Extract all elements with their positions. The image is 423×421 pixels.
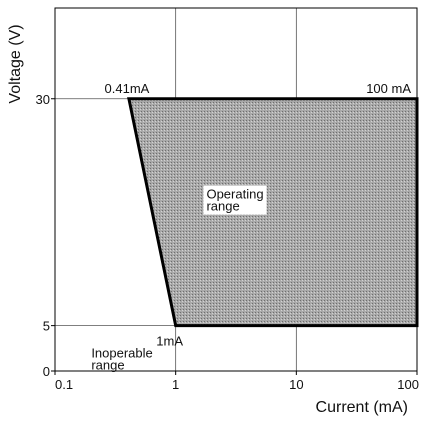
annotation-inoperable-range-text: Inoperable range [91,345,152,372]
operating-region [127,97,419,328]
annotation-100ma-text: 100 mA [366,81,411,96]
y-tick-label: 0 [43,364,50,379]
plot-frame [54,7,418,372]
annotation-041ma-text: 0.41mA [105,81,150,96]
x-tick-label: 100 [397,377,419,392]
annotation-1ma-text: 1mA [156,334,183,349]
x-tick-label: 1 [172,377,179,392]
y-tick-label: 30 [36,92,50,107]
annotations: 0.41mA 100 mA 1mA Operating range Inoperable r… [91,81,411,373]
plot-area-border [54,7,418,372]
annotation-operating-range: Operating range [203,185,267,215]
x-axis-label: Current (mA) [316,399,408,416]
tick-labels: 0.1 1 10 100 0 5 30 [36,92,419,392]
y-axis-label: Voltage (V) [7,24,24,103]
x-tick-label: 0.1 [55,377,73,392]
operating-range-area [127,97,419,328]
operating-range-label-background [203,185,267,215]
y-tick-label: 5 [43,319,50,334]
annotation-041ma: 0.41mA [105,81,150,96]
x-tick-label: 10 [289,377,303,392]
annotation-100ma: 100 mA [366,81,411,96]
annotation-operating-range-text: Operating range [206,187,263,214]
annotation-1ma: 1mA [156,334,183,349]
annotation-inoperable-range: Inoperable range [91,345,152,372]
